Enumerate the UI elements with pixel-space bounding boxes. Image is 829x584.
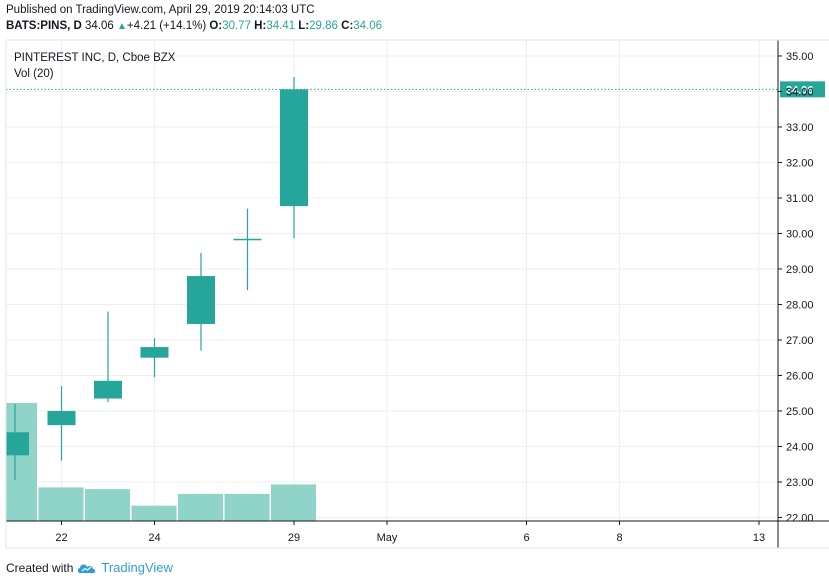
- time-tick-label: 8: [616, 532, 622, 544]
- high-value: 34.41: [266, 20, 296, 32]
- open-value: 30.77: [222, 20, 251, 32]
- last-price-tag-label: 34.06: [786, 84, 814, 96]
- candlesticks: [6, 76, 308, 481]
- close-label: C:: [341, 20, 354, 32]
- time-axis[interactable]: 22 24 29 May 6 8 13: [55, 521, 765, 544]
- time-tick-label: 22: [55, 532, 67, 544]
- candle-body: [280, 89, 308, 207]
- ohlc-line: BATS:PINS, D 34.06 ▲+4.21 (+14.1%) O:30.…: [6, 20, 382, 32]
- volume-bar: [131, 505, 177, 521]
- tradingview-cloud-icon: [78, 563, 96, 573]
- candle-body: [233, 238, 262, 241]
- candle-body: [6, 432, 29, 456]
- price-tick-label: 34.00: [786, 86, 814, 98]
- price-tick-label: 35.00: [786, 51, 814, 63]
- volume-bar: [38, 487, 84, 521]
- footer: Created with TradingView: [6, 560, 173, 575]
- candle-body: [94, 380, 122, 399]
- price-tick-label: 26.00: [786, 370, 814, 382]
- symbol-label: BATS:PINS, D: [6, 20, 82, 32]
- up-arrow-icon: ▲: [117, 21, 127, 32]
- close-value: 34.06: [353, 20, 383, 32]
- price-axis[interactable]: 22.00 23.00 24.00 25.00 26.00 27.00 28.00 29.00…: [778, 51, 814, 524]
- price-tick-label: 29.00: [786, 264, 814, 276]
- volume-bar: [224, 493, 270, 521]
- volume-label: Vol (20): [14, 68, 54, 80]
- change-value: +4.21 (+14.1%): [126, 20, 207, 32]
- chart-grid: [6, 40, 778, 521]
- tradingview-brand[interactable]: TradingView: [101, 560, 173, 575]
- last-price-tag: [780, 81, 825, 98]
- last-price-line: 34.06: [6, 81, 825, 98]
- created-with-text: Created with: [6, 560, 74, 575]
- time-tick-label: 13: [753, 532, 765, 544]
- volume-bars: [6, 403, 316, 521]
- last-price-value: 34.06: [85, 20, 114, 32]
- price-tick-label: 23.00: [786, 477, 814, 489]
- published-line: Published on TradingView.com, April 29, …: [6, 4, 315, 16]
- volume-bar: [178, 493, 223, 521]
- volume-bar: [271, 484, 316, 521]
- time-tick-label: 24: [148, 532, 160, 544]
- chart-frame: [5, 39, 829, 549]
- price-chart[interactable]: 34.06 22.00 23.00 24.00 25.00 26.00 27.00 28.0…: [0, 0, 829, 556]
- high-label: H:: [254, 20, 267, 32]
- price-tick-label: 27.00: [786, 335, 814, 347]
- chart-title: PINTEREST INC, D, Cboe BZX: [14, 52, 176, 64]
- candle-body: [187, 276, 215, 324]
- open-label: O:: [209, 20, 223, 32]
- time-tick-label: 29: [288, 532, 300, 544]
- price-tick-label: 31.00: [786, 193, 814, 205]
- candle-body: [47, 410, 76, 426]
- price-tick-label: 25.00: [786, 406, 814, 418]
- price-tick-label: 32.00: [786, 157, 814, 169]
- price-tick-label: 33.00: [786, 122, 814, 134]
- time-tick-label: 6: [523, 532, 529, 544]
- low-label: L:: [298, 20, 310, 32]
- price-tick-label: 22.00: [786, 512, 814, 524]
- volume-bar: [6, 403, 37, 521]
- low-value: 29.86: [309, 20, 338, 32]
- time-tick-label: May: [377, 532, 398, 544]
- price-tick-label: 30.00: [786, 228, 814, 240]
- price-tick-label: 24.00: [786, 441, 814, 453]
- candle-body: [140, 347, 169, 358]
- volume-bar: [85, 489, 130, 521]
- price-tick-label: 28.00: [786, 299, 814, 311]
